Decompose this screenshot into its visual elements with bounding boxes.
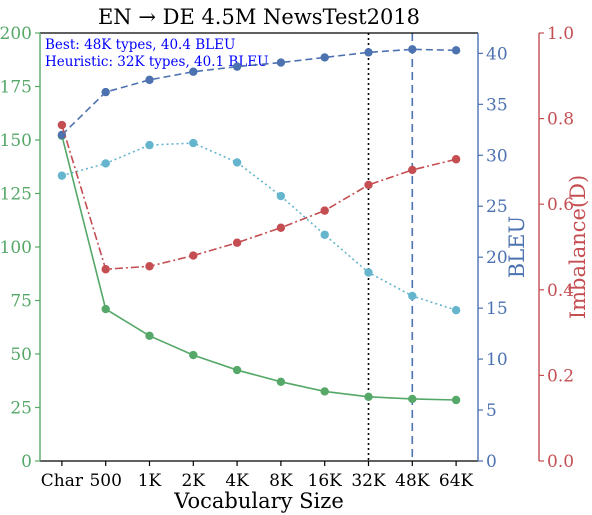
series-1-point-7 bbox=[364, 48, 373, 57]
series-0-point-8 bbox=[408, 394, 417, 404]
left-tick-label-5: 125 bbox=[0, 185, 32, 205]
bleu-tick-label-3: 15 bbox=[486, 299, 508, 319]
bleu-tick-label-4: 20 bbox=[486, 248, 508, 268]
axes: 0 25 50 75 100 125 150 175 200 0 5 10 15 20 25 30 35 40 BL… bbox=[0, 24, 590, 491]
x-axis-label: Vocabulary Size bbox=[173, 489, 344, 513]
x-tick-label-3: 2K bbox=[182, 471, 206, 491]
series-2-point-9 bbox=[451, 305, 461, 315]
bleu-tick-label-8: 40 bbox=[486, 44, 508, 64]
series-3-point-8 bbox=[408, 165, 417, 175]
bleu-tick-label-7: 35 bbox=[486, 95, 508, 115]
bleu-tick-label-6: 30 bbox=[486, 146, 508, 166]
series-line-2 bbox=[61, 142, 457, 311]
bleu-tick-label-2: 10 bbox=[486, 350, 508, 370]
x-tick-label-0: Char bbox=[41, 471, 84, 491]
series-0-point-3 bbox=[189, 350, 198, 360]
left-tick-label-0: 0 bbox=[21, 452, 32, 472]
series-2-point-7 bbox=[364, 268, 373, 277]
series-3-point-5 bbox=[276, 223, 286, 232]
x-tick-label-2: 1K bbox=[138, 471, 162, 491]
series-line-0 bbox=[61, 135, 457, 401]
series-1-point-8 bbox=[408, 45, 417, 54]
series-1-point-3 bbox=[189, 67, 198, 76]
bleu-tick-label-0: 0 bbox=[486, 452, 497, 472]
series-0-point-6 bbox=[320, 387, 329, 396]
series-line-1 bbox=[61, 48, 457, 136]
series-3-point-0 bbox=[57, 120, 67, 130]
series-1-point-9 bbox=[451, 46, 461, 55]
x-tick-label-1: 500 bbox=[89, 471, 121, 491]
series-2-point-0 bbox=[57, 171, 67, 180]
series-2-point-3 bbox=[189, 138, 198, 148]
series-2-point-5 bbox=[276, 191, 286, 201]
series-3-point-6 bbox=[320, 206, 329, 215]
x-tick-label-7: 32K bbox=[351, 471, 386, 491]
series-1-point-1 bbox=[101, 87, 110, 97]
x-tick-label-5: 8K bbox=[269, 471, 293, 491]
left-tick-label-1: 25 bbox=[10, 399, 32, 419]
series-1-point-4 bbox=[232, 62, 242, 71]
series-0-point-7 bbox=[364, 392, 373, 401]
imbalance-tick-label-4: 0.8 bbox=[547, 110, 574, 130]
series-3-point-3 bbox=[189, 251, 198, 260]
x-tick-label-6: 16K bbox=[308, 471, 343, 491]
series-2-point-6 bbox=[320, 230, 329, 239]
series-3-point-1 bbox=[101, 265, 110, 274]
series-3-point-7 bbox=[364, 180, 373, 190]
series-0-point-5 bbox=[276, 377, 286, 387]
series-1-point-0 bbox=[57, 130, 67, 140]
annotation-1: Heuristic: 32K types, 40.1 BLEU bbox=[45, 54, 269, 70]
series-3-point-2 bbox=[145, 262, 154, 271]
series-3-point-9 bbox=[451, 155, 461, 164]
left-tick-label-7: 175 bbox=[0, 78, 32, 98]
imbalance-tick-label-3: 0.6 bbox=[547, 195, 574, 215]
chart-title: EN → DE 4.5M NewsTest2018 bbox=[98, 5, 420, 29]
imbalance-axis-label: Imbalance(D) bbox=[566, 175, 590, 319]
x-tick-label-8: 48K bbox=[395, 471, 430, 491]
plot-area bbox=[57, 33, 461, 461]
imbalance-tick-label-2: 0.4 bbox=[547, 281, 574, 301]
series-line-3 bbox=[61, 124, 457, 271]
series-2-point-1 bbox=[101, 159, 110, 168]
imbalance-tick-label-5: 1.0 bbox=[547, 24, 574, 44]
series-1-point-2 bbox=[145, 75, 154, 85]
series-1-point-6 bbox=[320, 53, 329, 62]
bleu-tick-label-5: 25 bbox=[486, 197, 508, 217]
series-0-point-4 bbox=[232, 365, 242, 375]
series-0-point-1 bbox=[101, 304, 110, 314]
left-tick-label-4: 100 bbox=[0, 238, 32, 258]
left-tick-label-8: 200 bbox=[0, 24, 32, 44]
bleu-tick-label-1: 5 bbox=[486, 401, 497, 421]
series-2-point-4 bbox=[232, 158, 242, 167]
left-tick-label-3: 75 bbox=[10, 292, 32, 312]
series-2-point-8 bbox=[408, 291, 417, 301]
series-0-point-2 bbox=[145, 331, 154, 341]
x-tick-label-4: 4K bbox=[225, 471, 249, 491]
imbalance-tick-label-1: 0.2 bbox=[547, 366, 574, 386]
x-tick-label-9: 64K bbox=[439, 471, 474, 491]
left-tick-label-2: 50 bbox=[10, 345, 32, 365]
series-3-point-4 bbox=[232, 238, 242, 247]
series-0-point-9 bbox=[451, 395, 461, 405]
imbalance-tick-label-0: 0.0 bbox=[547, 452, 574, 472]
annotation-0: Best: 48K types, 40.4 BLEU bbox=[45, 37, 235, 53]
bleu-axis-label: BLEU bbox=[505, 216, 529, 278]
series-1-point-5 bbox=[276, 58, 286, 67]
series-2-point-2 bbox=[145, 140, 154, 150]
left-tick-label-6: 150 bbox=[0, 131, 32, 151]
